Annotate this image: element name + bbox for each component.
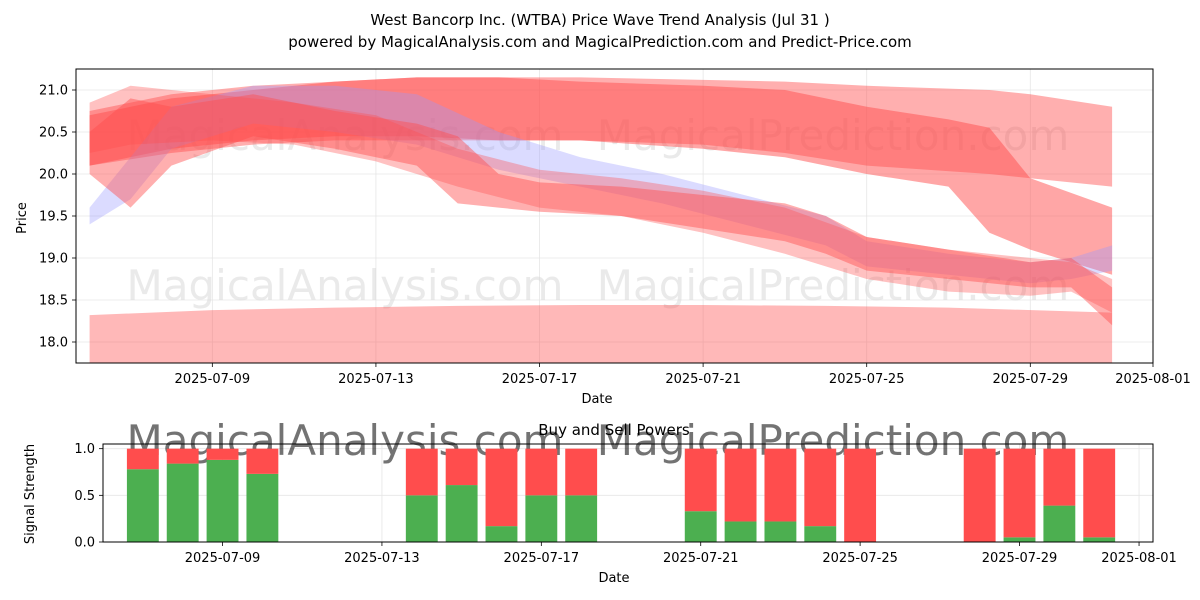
price-x-tick-label: 2025-07-25 bbox=[829, 372, 905, 387]
sell-power-bar bbox=[166, 448, 199, 464]
price-wave-band bbox=[89, 85, 1113, 313]
signal-chart-title: Buy and Sell Powers bbox=[538, 421, 690, 439]
price-x-tick-label: 2025-07-13 bbox=[338, 372, 414, 387]
buy-power-bar bbox=[206, 459, 239, 542]
price-wave-band bbox=[89, 305, 1113, 363]
sell-power-bar bbox=[724, 448, 757, 522]
price-x-tick-label: 2025-07-17 bbox=[502, 372, 578, 387]
buy-power-bar bbox=[724, 521, 757, 542]
buy-power-bar bbox=[166, 463, 199, 542]
price-wave-band bbox=[89, 94, 1113, 326]
top-y-axis-label: Price bbox=[15, 202, 30, 234]
sell-power-bar bbox=[764, 448, 797, 522]
price-y-tick-label: 20.0 bbox=[39, 168, 68, 183]
sell-power-bar bbox=[565, 448, 598, 496]
signal-x-tick-label: 2025-07-13 bbox=[344, 551, 420, 566]
price-wave-band bbox=[89, 77, 1113, 275]
sell-power-bar bbox=[1043, 448, 1076, 506]
sell-power-bar bbox=[485, 448, 518, 527]
price-y-tick-label: 19.5 bbox=[39, 210, 68, 225]
sell-power-bar bbox=[844, 448, 877, 542]
bottom-y-axis-label: Signal Strength bbox=[23, 444, 38, 544]
sell-power-bar bbox=[963, 448, 996, 542]
sell-power-bar bbox=[246, 448, 279, 474]
signal-x-tick-label: 2025-07-25 bbox=[822, 551, 898, 566]
price-y-tick-label: 20.5 bbox=[39, 126, 68, 141]
buy-power-bar bbox=[126, 469, 159, 542]
signal-x-tick-label: 2025-07-17 bbox=[504, 551, 580, 566]
buy-power-bar bbox=[764, 521, 797, 542]
sell-power-bar bbox=[445, 448, 478, 486]
buy-power-bar bbox=[405, 495, 438, 542]
sell-power-bar bbox=[405, 448, 438, 496]
buy-power-bar bbox=[445, 485, 478, 542]
buy-power-bar bbox=[804, 526, 837, 542]
sell-power-bar bbox=[804, 448, 837, 527]
signal-x-tick-label: 2025-07-09 bbox=[185, 551, 261, 566]
price-x-tick-label: 2025-07-29 bbox=[993, 372, 1069, 387]
buy-power-bar bbox=[1083, 537, 1116, 542]
sell-power-bar bbox=[1083, 448, 1116, 538]
price-panel: 18.0 18.5 19.0 19.5 20.0 20.5 21.0 2025-07-09 20… bbox=[39, 68, 1191, 387]
signal-x-tick-label: 2025-08-01 bbox=[1101, 551, 1177, 566]
signal-panel: 0.0 0.5 1.0 2025-07-09 2025-07-13 2025-07-17 2… bbox=[74, 416, 1177, 566]
watermark-text: MagicalPrediction.com bbox=[597, 261, 1070, 310]
price-y-tick-label: 18.0 bbox=[39, 336, 68, 351]
buy-power-bar bbox=[525, 495, 558, 542]
buy-power-bar bbox=[485, 526, 518, 542]
price-y-tick-label: 18.5 bbox=[39, 294, 68, 309]
sell-power-bar bbox=[525, 448, 558, 496]
sell-power-bar bbox=[1003, 448, 1036, 538]
buy-power-bar bbox=[565, 495, 598, 542]
price-axes-frame bbox=[75, 68, 1154, 364]
price-x-tick-label: 2025-07-09 bbox=[175, 372, 251, 387]
buy-power-bar bbox=[1003, 537, 1036, 542]
signal-x-tick-label: 2025-07-29 bbox=[982, 551, 1058, 566]
top-x-axis-label: Date bbox=[581, 392, 612, 407]
watermark-text: MagicalAnalysis.com bbox=[127, 261, 564, 310]
price-x-tick-label: 2025-07-21 bbox=[665, 372, 741, 387]
signal-x-tick-label: 2025-07-21 bbox=[663, 551, 739, 566]
sell-power-bar bbox=[126, 448, 159, 470]
price-wave-band bbox=[89, 85, 1113, 284]
price-bands bbox=[89, 77, 1113, 363]
price-y-tick-label: 19.0 bbox=[39, 252, 68, 267]
signal-y-tick-label: 1.0 bbox=[74, 442, 95, 457]
sell-power-bar bbox=[206, 448, 239, 460]
signal-y-tick-label: 0.0 bbox=[74, 536, 95, 551]
chart-title: West Bancorp Inc. (WTBA) Price Wave Tren… bbox=[370, 11, 829, 29]
signal-y-tick-label: 0.5 bbox=[74, 489, 95, 504]
signal-axes-frame bbox=[102, 443, 1154, 543]
buy-power-bar bbox=[1043, 505, 1076, 542]
chart-subtitle: powered by MagicalAnalysis.com and Magic… bbox=[288, 33, 912, 51]
buy-power-bar bbox=[684, 511, 717, 542]
price-y-tick-label: 21.0 bbox=[39, 84, 68, 99]
price-x-tick-label: 2025-08-01 bbox=[1115, 372, 1191, 387]
buy-power-bar bbox=[246, 473, 279, 542]
sell-power-bar bbox=[684, 448, 717, 512]
bottom-x-axis-label: Date bbox=[598, 571, 629, 586]
